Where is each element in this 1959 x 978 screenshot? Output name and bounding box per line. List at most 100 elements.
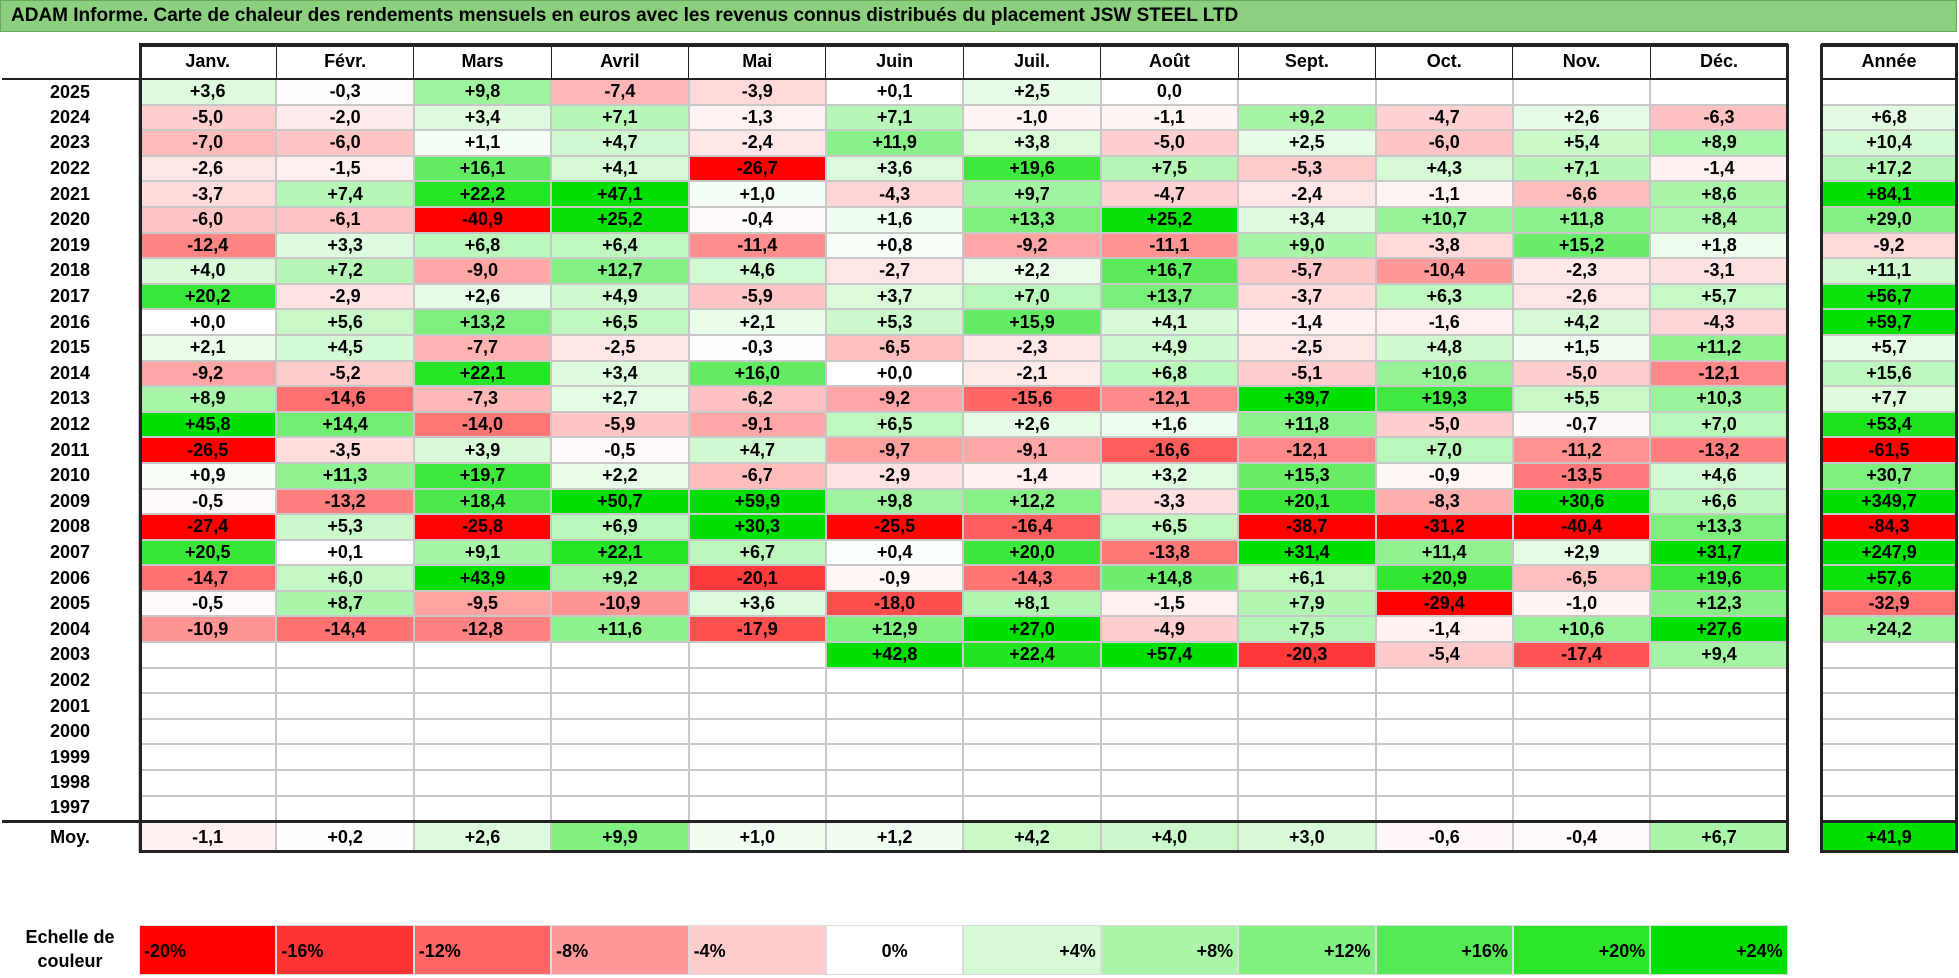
year-label: 2014 — [49, 362, 91, 383]
heatmap-cell — [687, 641, 827, 669]
heatmap-cell: -12,1 — [1099, 385, 1240, 413]
heatmap-cell: +9,0 — [1237, 231, 1377, 260]
heatmap-cell: -1,4 — [962, 461, 1102, 490]
heatmap-cell: +3,6 — [137, 78, 278, 106]
heatmap-cell — [824, 692, 965, 720]
heatmap-table: Janv. Févr. Mars Avril Mai Juin Juil. Août Sept.… — [2, 43, 1789, 854]
heatmap-cell: +2,1 — [137, 333, 278, 362]
heatmap-cell: -4,7 — [1099, 180, 1240, 208]
heatmap-cell — [1649, 743, 1789, 772]
average-label: Moy. — [2, 820, 139, 853]
month-header: Oct. — [1375, 43, 1514, 80]
heatmap-cell: +1,6 — [824, 205, 965, 234]
annual-cell: +59,7 — [1820, 308, 1958, 336]
table-row: 2022 -2,6 -1,5 +16,1 +4,1 -26,7 +3,6 +19,6 +7,5-… — [2, 154, 1789, 183]
heatmap-cell: +18,4 — [412, 487, 553, 516]
heatmap-cell: -5,7 — [1237, 257, 1377, 285]
heatmap-cell — [275, 769, 415, 797]
heatmap-cell: +7,5 — [1237, 615, 1377, 644]
heatmap-cell: +5,5 — [1511, 385, 1652, 413]
heatmap-cell: -9,2 — [137, 359, 278, 388]
heatmap-cell: -14,7 — [137, 564, 278, 592]
table-row: 2008 -27,4 +5,3 -25,8 +6,9 +30,3 -25,5 -16,4 +6,… — [2, 513, 1789, 541]
heatmap-cell — [1511, 743, 1652, 772]
heatmap-cell: +3,9 — [412, 436, 553, 464]
heatmap-cell: +12,9 — [824, 615, 965, 644]
annual-cell: +6,8 — [1820, 103, 1958, 132]
heatmap-cell: -12,1 — [1237, 436, 1377, 464]
heatmap-cell: -1,6 — [1374, 308, 1514, 336]
heatmap-cell — [962, 717, 1102, 746]
heatmap-cell: -0,9 — [824, 564, 965, 592]
annual-row — [1820, 641, 1958, 669]
heatmap-cell: +27,6 — [1649, 615, 1789, 644]
heatmap-cell: +4,1 — [550, 154, 690, 183]
annual-cell: +30,7 — [1820, 461, 1958, 490]
table-row: 2002 — [2, 666, 1789, 695]
heatmap-cell: -12,1 — [1649, 359, 1789, 388]
heatmap-cell: -6,5 — [824, 333, 965, 362]
month-header: Avril — [550, 43, 690, 80]
table-row: 2018 +4,0 +7,2 -9,0 +12,7 +4,6 -2,7 +2,2 +16,7 -5… — [2, 257, 1789, 285]
heatmap-cell: +6,8 — [412, 231, 553, 260]
heatmap-cell — [137, 769, 278, 797]
heatmap-cell — [824, 666, 965, 695]
annual-row: +7,7 — [1820, 385, 1958, 413]
heatmap-cell: +57,4 — [1099, 641, 1240, 669]
heatmap-cell — [275, 794, 415, 823]
average-row: Moy. -1,1 +0,2 +2,6 +9,9 +1,0 +1,2 +4,2 +4,0 +3,0… — [2, 820, 1789, 854]
heatmap-cell: -2,4 — [1237, 180, 1377, 208]
heatmap-cell: +1,5 — [1511, 333, 1652, 362]
heatmap-cell: +4,6 — [687, 257, 827, 285]
heatmap-cell: -9,2 — [824, 385, 965, 413]
average-cell: +4,2 — [962, 820, 1102, 854]
heatmap-cell: +12,7 — [550, 257, 690, 285]
heatmap-cell: +11,4 — [1374, 538, 1514, 567]
table-row: 2024 -5,0 -2,0 +3,4 +7,1 -1,3 +7,1 -1,0 -1,1 +9,2… — [2, 103, 1789, 132]
heatmap-cell: +6,5 — [824, 410, 965, 439]
heatmap-cell: +31,4 — [1237, 538, 1377, 567]
heatmap-cell: +19,6 — [962, 154, 1102, 183]
heatmap-cell — [962, 743, 1102, 772]
annual-row: +59,7 — [1820, 308, 1958, 336]
heatmap-cell: -3,3 — [1099, 487, 1240, 516]
heatmap-cell: +7,5 — [1099, 154, 1240, 183]
heatmap-cell: +7,1 — [1511, 154, 1652, 183]
heatmap-cell: -2,6 — [137, 154, 278, 183]
month-header: Janv. — [138, 43, 277, 80]
average-cell: +1,2 — [824, 820, 965, 854]
table-row: 2020 -6,0 -6,1 -40,9 +25,2 -0,4 +1,6 +13,3 +25,2… — [2, 205, 1789, 234]
heatmap-cell: -9,1 — [687, 410, 827, 439]
table-row: 2021 -3,7 +7,4 +22,2 +47,1 +1,0 -4,3 +9,7 -4,7 -2… — [2, 180, 1789, 208]
year-label: 2018 — [49, 260, 91, 281]
heatmap-cell: +22,1 — [550, 538, 690, 567]
heatmap-cell: +12,2 — [962, 487, 1102, 516]
annual-cell — [1820, 794, 1958, 823]
heatmap-cell: +47,1 — [550, 180, 690, 208]
heatmap-cell: -14,4 — [275, 615, 415, 644]
heatmap-cell: -5,9 — [550, 410, 690, 439]
annual-cell: +15,6 — [1820, 359, 1958, 388]
heatmap-cell — [687, 717, 827, 746]
heatmap-cell: +20,5 — [137, 538, 278, 567]
heatmap-cell — [1649, 769, 1789, 797]
heatmap-cell: +9,8 — [824, 487, 965, 516]
heatmap-cell — [1511, 692, 1652, 720]
heatmap-cell: -12,4 — [137, 231, 278, 260]
heatmap-cell: +22,1 — [412, 359, 553, 388]
heatmap-cell: +15,2 — [1511, 231, 1652, 260]
year-label: 2022 — [49, 158, 91, 179]
average-cell: -0,6 — [1374, 820, 1514, 854]
heatmap-cell: +2,5 — [1237, 129, 1377, 157]
annual-row: +29,0 — [1820, 205, 1958, 234]
heatmap-cell — [275, 717, 415, 746]
chart-title: ADAM Informe. Carte de chaleur des rende… — [0, 0, 1957, 32]
annual-average-row: +41,9 — [1820, 820, 1958, 854]
heatmap-cell: +42,8 — [824, 641, 965, 669]
heatmap-cell — [962, 769, 1102, 797]
heatmap-cell: +16,1 — [412, 154, 553, 183]
heatmap-cell: +3,3 — [275, 231, 415, 260]
heatmap-cell: +9,1 — [412, 538, 553, 567]
annual-row: +247,9 — [1820, 538, 1958, 567]
heatmap-cell: +5,3 — [824, 308, 965, 336]
